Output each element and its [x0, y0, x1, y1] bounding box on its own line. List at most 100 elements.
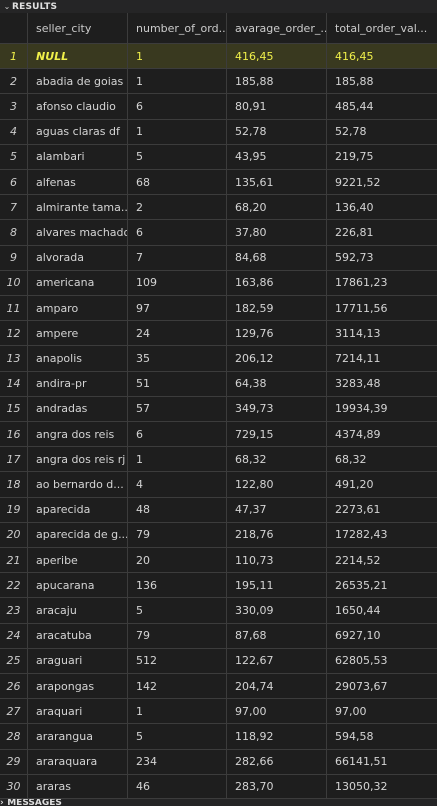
cell-total-order-value[interactable]: 3114,13 — [327, 321, 437, 347]
cell-number-of-orders[interactable]: 6 — [128, 422, 227, 448]
cell-average-order[interactable]: 349,73 — [227, 396, 327, 422]
cell-total-order-value[interactable]: 2214,52 — [327, 548, 437, 574]
cell-number-of-orders[interactable]: 1 — [128, 699, 227, 725]
cell-average-order[interactable]: 122,67 — [227, 648, 327, 674]
table-row[interactable]: 15 andradas 57 349,73 19934,39 — [0, 396, 437, 422]
cell-average-order[interactable]: 185,88 — [227, 69, 327, 95]
cell-seller-city[interactable]: angra dos reis — [28, 422, 128, 448]
cell-seller-city[interactable]: alfenas — [28, 170, 128, 196]
cell-average-order[interactable]: 68,20 — [227, 195, 327, 221]
cell-seller-city[interactable]: andira-pr — [28, 371, 128, 397]
row-number[interactable]: 26 — [0, 674, 28, 700]
row-number[interactable]: 28 — [0, 724, 28, 750]
table-row[interactable]: 25 araguari 512 122,67 62805,53 — [0, 648, 437, 674]
cell-number-of-orders[interactable]: 24 — [128, 321, 227, 347]
cell-average-order[interactable]: 135,61 — [227, 170, 327, 196]
cell-average-order[interactable]: 97,00 — [227, 699, 327, 725]
table-row[interactable]: 24 aracatuba 79 87,68 6927,10 — [0, 623, 437, 649]
cell-seller-city[interactable]: afonso claudio — [28, 94, 128, 120]
table-row[interactable]: 8 alvares machado 6 37,80 226,81 — [0, 220, 437, 246]
cell-seller-city[interactable]: arapongas — [28, 674, 128, 700]
table-row[interactable]: 22 apucarana 136 195,11 26535,21 — [0, 573, 437, 599]
table-row[interactable]: 29 araraquara 234 282,66 66141,51 — [0, 749, 437, 775]
cell-number-of-orders[interactable]: 1 — [128, 119, 227, 145]
cell-total-order-value[interactable]: 1650,44 — [327, 598, 437, 624]
cell-average-order[interactable]: 122,80 — [227, 472, 327, 498]
row-number[interactable]: 16 — [0, 422, 28, 448]
table-row[interactable]: 23 aracaju 5 330,09 1650,44 — [0, 598, 437, 624]
row-number[interactable]: 14 — [0, 371, 28, 397]
cell-average-order[interactable]: 84,68 — [227, 245, 327, 271]
row-number[interactable]: 12 — [0, 321, 28, 347]
table-row[interactable]: 11 amparo 97 182,59 17711,56 — [0, 296, 437, 322]
results-panel-header[interactable]: ⌄ RESULTS — [0, 0, 437, 13]
row-number[interactable]: 4 — [0, 119, 28, 145]
cell-average-order[interactable]: 87,68 — [227, 623, 327, 649]
chevron-right-icon[interactable]: › — [0, 798, 4, 806]
cell-total-order-value[interactable]: 226,81 — [327, 220, 437, 246]
cell-number-of-orders[interactable]: 79 — [128, 623, 227, 649]
table-row[interactable]: 2 abadia de goias 1 185,88 185,88 — [0, 69, 437, 95]
row-number[interactable]: 10 — [0, 270, 28, 296]
cell-average-order[interactable]: 182,59 — [227, 296, 327, 322]
cell-total-order-value[interactable]: 6927,10 — [327, 624, 437, 649]
cell-total-order-value[interactable]: 68,32 — [327, 447, 437, 473]
cell-seller-city[interactable]: aperibe — [28, 548, 128, 574]
table-row[interactable]: 21 aperibe 20 110,73 2214,52 — [0, 548, 437, 574]
cell-total-order-value[interactable]: 26535,21 — [327, 573, 437, 599]
results-grid[interactable]: seller_city number_of_ord... avarage_ord… — [0, 13, 437, 798]
column-header-seller-city[interactable]: seller_city — [28, 13, 128, 44]
cell-average-order[interactable]: 282,66 — [227, 749, 327, 775]
cell-number-of-orders[interactable]: 79 — [128, 522, 227, 548]
row-number[interactable]: 20 — [0, 522, 28, 548]
cell-number-of-orders[interactable]: 5 — [128, 724, 227, 750]
cell-total-order-value[interactable]: 66141,51 — [327, 750, 437, 775]
column-header-total-order-value[interactable]: total_order_val... — [327, 13, 437, 44]
cell-average-order[interactable]: 37,80 — [227, 220, 327, 246]
table-row[interactable]: 18 ao bernardo d... 4 122,80 491,20 — [0, 472, 437, 498]
row-number[interactable]: 17 — [0, 447, 28, 473]
cell-total-order-value[interactable]: 485,44 — [327, 94, 437, 120]
cell-average-order[interactable]: 43,95 — [227, 144, 327, 170]
cell-seller-city[interactable]: aracatuba — [28, 623, 128, 649]
table-row[interactable]: 19 aparecida 48 47,37 2273,61 — [0, 497, 437, 523]
cell-seller-city[interactable]: ararangua — [28, 724, 128, 750]
cell-seller-city[interactable]: alvares machado — [28, 220, 128, 246]
cell-average-order[interactable]: 416,45 — [227, 44, 327, 70]
row-number[interactable]: 8 — [0, 220, 28, 246]
cell-average-order[interactable]: 283,70 — [227, 774, 327, 798]
table-row[interactable]: 20 aparecida de g... 79 218,76 17282,43 — [0, 522, 437, 548]
table-row[interactable]: 10 americana 109 163,86 17861,23 — [0, 270, 437, 296]
cell-number-of-orders[interactable]: 6 — [128, 94, 227, 120]
row-number[interactable]: 27 — [0, 699, 28, 725]
cell-number-of-orders[interactable]: 57 — [128, 396, 227, 422]
cell-average-order[interactable]: 195,11 — [227, 573, 327, 599]
cell-total-order-value[interactable]: 13050,32 — [327, 775, 437, 798]
cell-seller-city[interactable]: abadia de goias — [28, 69, 128, 95]
cell-seller-city[interactable]: ao bernardo d... — [28, 472, 128, 498]
row-number[interactable]: 23 — [0, 598, 28, 624]
column-header-number-of-orders[interactable]: number_of_ord... — [128, 13, 227, 44]
cell-total-order-value[interactable]: 19934,39 — [327, 397, 437, 422]
cell-average-order[interactable]: 218,76 — [227, 522, 327, 548]
row-number[interactable]: 11 — [0, 296, 28, 322]
chevron-down-icon[interactable]: ⌄ — [3, 2, 11, 11]
cell-number-of-orders[interactable]: 6 — [128, 220, 227, 246]
cell-average-order[interactable]: 163,86 — [227, 270, 327, 296]
cell-total-order-value[interactable]: 29073,67 — [327, 674, 437, 700]
cell-seller-city[interactable]: amparo — [28, 296, 128, 322]
row-number[interactable]: 15 — [0, 396, 28, 422]
cell-number-of-orders[interactable]: 1 — [128, 44, 227, 70]
cell-seller-city[interactable]: araquari — [28, 699, 128, 725]
column-header-average-order[interactable]: avarage_order_... — [227, 13, 327, 44]
table-row[interactable]: 4 aguas claras df 1 52,78 52,78 — [0, 119, 437, 145]
cell-number-of-orders[interactable]: 142 — [128, 674, 227, 700]
cell-number-of-orders[interactable]: 35 — [128, 346, 227, 372]
cell-seller-city[interactable]: ampere — [28, 321, 128, 347]
row-number[interactable]: 29 — [0, 749, 28, 775]
cell-total-order-value[interactable]: 52,78 — [327, 120, 437, 145]
cell-average-order[interactable]: 729,15 — [227, 422, 327, 448]
cell-seller-city[interactable]: americana — [28, 270, 128, 296]
row-number[interactable]: 13 — [0, 346, 28, 372]
cell-number-of-orders[interactable]: 512 — [128, 648, 227, 674]
